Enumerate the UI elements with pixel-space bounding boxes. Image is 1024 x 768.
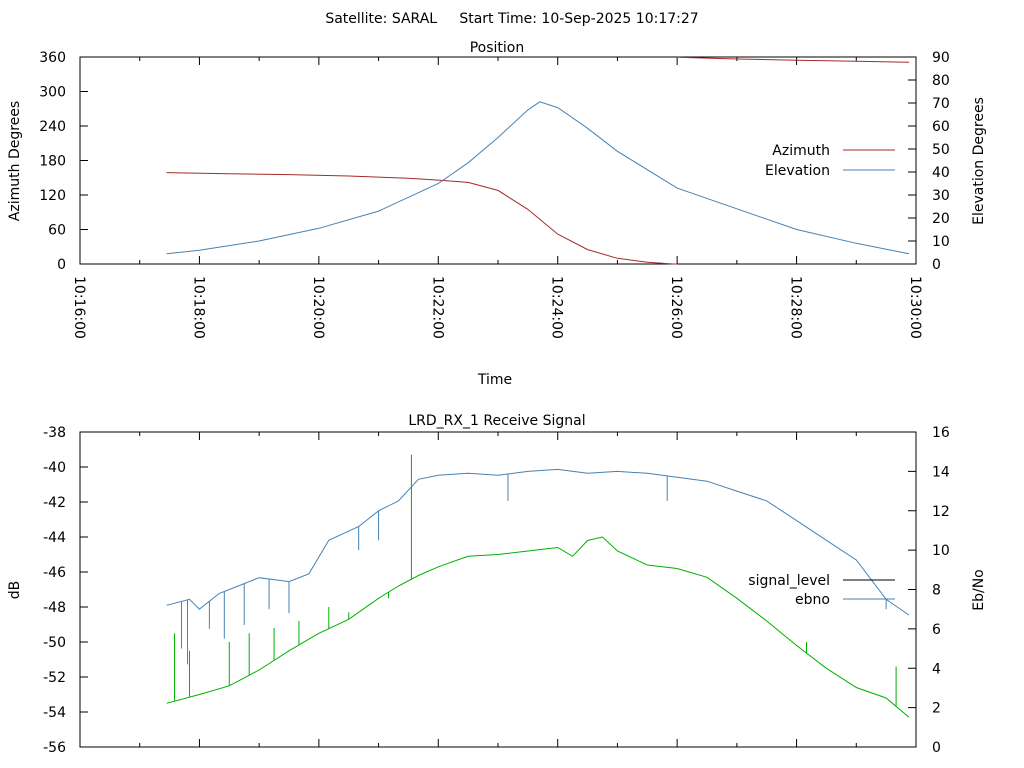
x-tick-label: 10:26:00 <box>668 276 684 339</box>
receive-signal-y-axis-label: dB <box>7 581 23 600</box>
y2-tick-label: 14 <box>932 464 950 480</box>
y-tick-label: 120 <box>39 188 66 204</box>
y-tick-label: 60 <box>48 223 66 239</box>
y-tick-label: -48 <box>43 600 66 616</box>
receive-signal-chart: LRD_RX_1 Receive Signal -56 -54 -52 -50 -48 -… <box>7 413 987 756</box>
y2-tick-label: 0 <box>932 257 941 273</box>
position-legend: Azimuth Elevation <box>765 143 895 179</box>
position-y-axis-label: Azimuth Degrees <box>7 101 23 221</box>
series-line-azimuth <box>676 56 910 63</box>
y2-tick-label: 40 <box>932 165 950 181</box>
x-tick-label: 10:20:00 <box>310 276 326 339</box>
series-line-signal-level <box>166 536 910 718</box>
legend-label-elevation: Elevation <box>765 163 830 179</box>
y2-tick-label: 2 <box>932 701 941 717</box>
y-tick-label: -38 <box>43 425 66 441</box>
legend-label-azimuth: Azimuth <box>772 143 830 159</box>
position-y2-axis-label: Elevation Degrees <box>971 97 987 225</box>
y2-tick-label: 10 <box>932 234 950 250</box>
y-tick-label: 180 <box>39 154 66 170</box>
x-tick-label: 10:22:00 <box>429 276 445 339</box>
y2-tick-label: 4 <box>932 661 941 677</box>
y2-tick-label: 60 <box>932 119 950 135</box>
y2-tick-label: 70 <box>932 96 950 112</box>
position-x-axis-label: Time <box>477 372 512 388</box>
y2-tick-label: 6 <box>932 622 941 638</box>
y2-tick-label: 20 <box>932 211 950 227</box>
y-tick-label: 0 <box>57 257 66 273</box>
page-title: Satellite: SARAL Start Time: 10-Sep-2025… <box>325 11 698 27</box>
y2-tick-label: 16 <box>932 425 950 441</box>
y2-tick-label: 12 <box>932 504 950 520</box>
position-plot-frame <box>79 56 917 265</box>
y-tick-label: -42 <box>43 495 66 511</box>
x-tick-label: 10:24:00 <box>549 276 565 339</box>
y-tick-label: -52 <box>43 670 66 686</box>
y2-tick-label: 0 <box>932 740 941 756</box>
series-line-azimuth <box>166 172 678 265</box>
x-tick-label: 10:30:00 <box>907 276 923 339</box>
position-chart-title: Position <box>470 40 525 56</box>
y-tick-label: 240 <box>39 119 66 135</box>
y-tick-label: -46 <box>43 565 66 581</box>
series-line-elevation <box>166 101 910 255</box>
receive-signal-y2-axis-label: Eb/No <box>971 569 987 611</box>
y2-tick-label: 8 <box>932 583 941 599</box>
y-tick-label: 360 <box>39 50 66 66</box>
x-tick-label: 10:28:00 <box>788 276 804 339</box>
receive-signal-chart-title: LRD_RX_1 Receive Signal <box>408 413 585 429</box>
x-tick-label: 10:16:00 <box>71 276 87 339</box>
y2-tick-label: 90 <box>932 50 950 66</box>
receive-signal-legend: signal_level ebno <box>748 573 895 608</box>
y-tick-label: -56 <box>43 740 66 756</box>
x-tick-label: 10:18:00 <box>190 276 206 339</box>
y2-tick-label: 30 <box>932 188 950 204</box>
y-tick-label: -54 <box>43 705 66 721</box>
y2-tick-label: 10 <box>932 543 950 559</box>
y-tick-label: -40 <box>43 460 66 476</box>
position-chart: Position 0 60 120 180 240 300 360 0 10 20 30 40 50 6… <box>7 40 987 388</box>
y-tick-label: -50 <box>43 635 66 651</box>
series-line-ebno <box>166 468 910 616</box>
receive-signal-plot-frame <box>79 431 917 748</box>
y2-tick-label: 80 <box>932 73 950 89</box>
y2-tick-label: 50 <box>932 142 950 158</box>
y-tick-label: 300 <box>39 85 66 101</box>
legend-label-signal-level: signal_level <box>748 573 830 589</box>
y-tick-label: -44 <box>43 530 66 546</box>
legend-label-ebno: ebno <box>795 592 830 608</box>
